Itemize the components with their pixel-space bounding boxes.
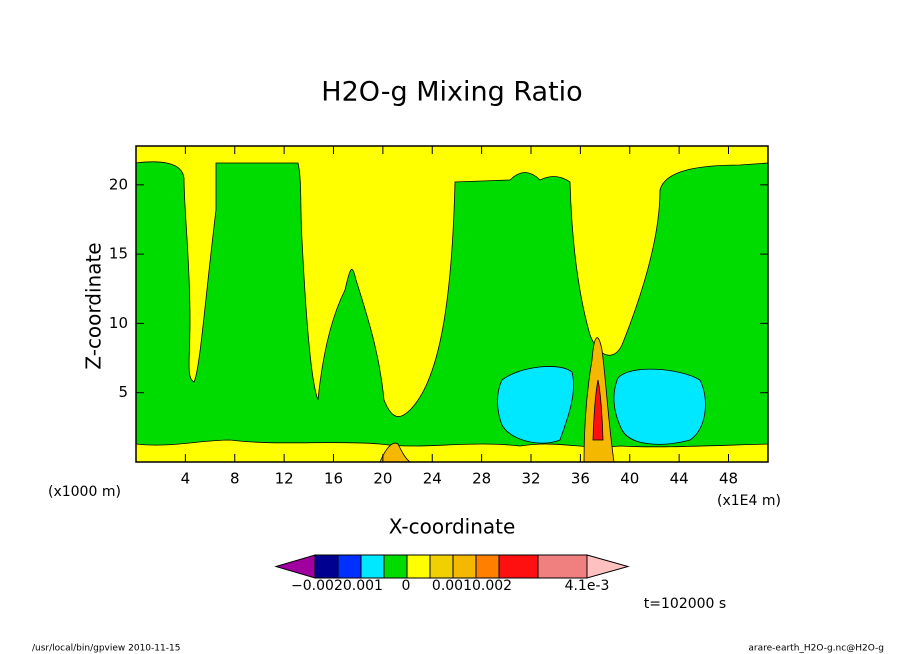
y-tick-label: 5	[118, 383, 128, 401]
chart-title: H2O-g Mixing Ratio	[321, 77, 582, 108]
y-axis-label: Z-coordinate	[82, 242, 106, 369]
x-tick-label: 48	[719, 470, 738, 488]
colorbar-label: 4.1e-3	[565, 578, 610, 594]
contour-orange	[379, 442, 412, 463]
contour-cyan	[613, 368, 706, 445]
x-tick-label: 28	[472, 470, 491, 488]
colorbar-box	[383, 554, 408, 579]
plot-frame	[135, 145, 769, 463]
colorbar-label: 0.0010.002	[432, 578, 512, 594]
colorbar-box	[337, 554, 362, 579]
colorbar-extend	[586, 554, 630, 579]
footer-left: /usr/local/bin/gpview 2010-11-15	[32, 644, 180, 654]
y-tick-label: 20	[109, 175, 128, 193]
colorbar-extend	[274, 554, 316, 579]
colorbar-box	[429, 554, 454, 579]
time-label: t=102000 s	[644, 596, 726, 612]
y-tick-label: 10	[109, 314, 128, 332]
colorbar-box	[360, 554, 385, 579]
colorbar-box	[498, 554, 539, 579]
y-tick-label: 15	[109, 245, 128, 263]
x-tick-label: 16	[324, 470, 343, 488]
contour-field	[135, 145, 769, 463]
contour-red	[592, 379, 604, 441]
colorbar-label: 0	[402, 578, 411, 594]
footer-right: arare-earth_H2O-g.nc@H2O-g	[748, 644, 884, 654]
x-tick-label: 4	[181, 470, 191, 488]
x-tick-label: 24	[423, 470, 442, 488]
x-tick-label: 12	[275, 470, 294, 488]
contour-cyan	[497, 366, 574, 444]
contour-green	[135, 161, 769, 448]
x-tick-label: 40	[620, 470, 639, 488]
x-unit-right: (x1E4 m)	[717, 493, 781, 509]
x-tick-label: 36	[571, 470, 590, 488]
x-axis-label: X-coordinate	[389, 515, 516, 539]
colorbar-box	[452, 554, 477, 579]
colorbar-box	[537, 554, 588, 579]
colorbar-box	[475, 554, 500, 579]
colorbar-box	[314, 554, 339, 579]
x-tick-label: 32	[521, 470, 540, 488]
x-tick-label: 8	[230, 470, 240, 488]
colorbar-label: −0.0020.001	[291, 578, 383, 594]
x-tick-label: 20	[373, 470, 392, 488]
x-unit-left: (x1000 m)	[48, 484, 121, 500]
colorbar	[274, 554, 630, 579]
x-tick-label: 44	[670, 470, 689, 488]
colorbar-box	[406, 554, 431, 579]
